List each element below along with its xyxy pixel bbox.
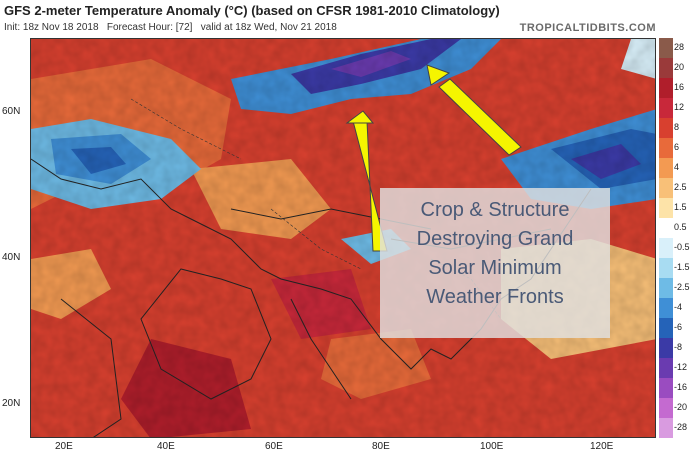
colorbar-label: 20 bbox=[674, 62, 685, 72]
annotation-text: Crop & Structure Destroying Grand Solar … bbox=[380, 196, 610, 312]
colorbar-label: -1.5 bbox=[674, 262, 690, 272]
colorbar bbox=[659, 38, 673, 438]
colorbar-label: -0.5 bbox=[674, 242, 690, 252]
colorbar-swatch bbox=[659, 418, 673, 438]
colorbar-swatch bbox=[659, 218, 673, 238]
lon-label: 120E bbox=[590, 441, 614, 452]
colorbar-swatch bbox=[659, 278, 673, 298]
annotation-line: Solar Minimum bbox=[428, 257, 562, 279]
lat-label: 60N bbox=[2, 106, 21, 117]
colorbar-label: 6 bbox=[674, 142, 680, 152]
colorbar-swatch bbox=[659, 298, 673, 318]
colorbar-swatch bbox=[659, 158, 673, 178]
colorbar-label: -12 bbox=[674, 362, 688, 372]
colorbar-label: 8 bbox=[674, 122, 680, 132]
lon-label: 20E bbox=[55, 441, 73, 452]
colorbar-label: -20 bbox=[674, 402, 688, 412]
colorbar-label: 2.5 bbox=[674, 182, 687, 192]
colorbar-swatch bbox=[659, 378, 673, 398]
colorbar-swatch bbox=[659, 58, 673, 78]
colorbar-swatch bbox=[659, 118, 673, 138]
annotation-line: Destroying Grand bbox=[416, 228, 574, 250]
colorbar-label: 0.5 bbox=[674, 222, 687, 232]
valid-time: valid at 18z Wed, Nov 21 2018 bbox=[200, 22, 337, 33]
lon-label: 40E bbox=[157, 441, 175, 452]
colorbar-label: -28 bbox=[674, 422, 688, 432]
map-subtitle: Init: 18z Nov 18 2018 Forecast Hour: [72… bbox=[4, 22, 337, 33]
colorbar-swatch bbox=[659, 338, 673, 358]
colorbar-label: 16 bbox=[674, 82, 685, 92]
colorbar-label: -16 bbox=[674, 382, 688, 392]
colorbar-label: -4 bbox=[674, 302, 683, 312]
colorbar-swatch bbox=[659, 138, 673, 158]
colorbar-label: 4 bbox=[674, 162, 680, 172]
init-time: Init: 18z Nov 18 2018 bbox=[4, 22, 99, 33]
lon-label: 100E bbox=[480, 441, 504, 452]
colorbar-swatch bbox=[659, 98, 673, 118]
colorbar-swatch bbox=[659, 358, 673, 378]
map-title: GFS 2-meter Temperature Anomaly (°C) (ba… bbox=[4, 3, 500, 18]
colorbar-label: 12 bbox=[674, 102, 685, 112]
colorbar-label: 1.5 bbox=[674, 202, 687, 212]
colorbar-swatch bbox=[659, 78, 673, 98]
colorbar-label: -6 bbox=[674, 322, 683, 332]
annotation-line: Weather Fronts bbox=[426, 286, 564, 308]
lat-label: 20N bbox=[2, 398, 21, 409]
colorbar-swatch bbox=[659, 258, 673, 278]
colorbar-swatch bbox=[659, 38, 673, 58]
colorbar-swatch bbox=[659, 178, 673, 198]
colorbar-swatch bbox=[659, 318, 673, 338]
temperature-anomaly-map bbox=[30, 38, 656, 438]
colorbar-label: -8 bbox=[674, 342, 683, 352]
colorbar-swatch bbox=[659, 398, 673, 418]
annotation-line: Crop & Structure bbox=[420, 199, 570, 221]
colorbar-label: 28 bbox=[674, 42, 685, 52]
lon-label: 80E bbox=[372, 441, 390, 452]
lat-label: 40N bbox=[2, 252, 21, 263]
colorbar-swatch bbox=[659, 238, 673, 258]
brand-logo: TROPICALTIDBITS.COM bbox=[519, 22, 656, 34]
forecast-hour: Forecast Hour: [72] bbox=[106, 22, 193, 33]
lon-label: 60E bbox=[265, 441, 283, 452]
colorbar-swatch bbox=[659, 198, 673, 218]
colorbar-label: -2.5 bbox=[674, 282, 690, 292]
annotation-box bbox=[380, 188, 610, 338]
